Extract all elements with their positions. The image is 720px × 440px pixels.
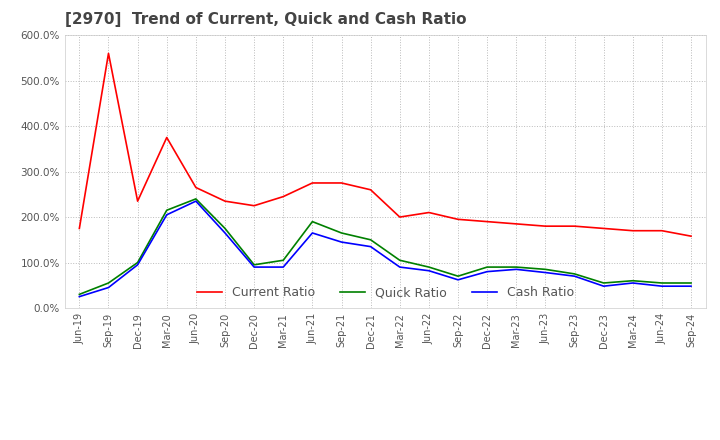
- Cash Ratio: [279, 264, 287, 270]
- Cash Ratio: [483, 269, 492, 274]
- Current Ratio: [483, 219, 492, 224]
- Current Ratio: [599, 226, 608, 231]
- Quick Ratio: [104, 280, 113, 286]
- Cash Ratio: [163, 212, 171, 217]
- Cash Ratio: [337, 239, 346, 245]
- Current Ratio: [454, 216, 462, 222]
- Quick Ratio: [75, 292, 84, 297]
- Cash Ratio: [599, 283, 608, 289]
- Cash Ratio: [541, 270, 550, 275]
- Cash Ratio: [220, 230, 229, 235]
- Cash Ratio: [308, 230, 317, 235]
- Line: Cash Ratio: Cash Ratio: [79, 201, 691, 297]
- Current Ratio: [220, 198, 229, 204]
- Line: Current Ratio: Current Ratio: [79, 53, 691, 236]
- Current Ratio: [687, 234, 696, 239]
- Cash Ratio: [570, 274, 579, 279]
- Line: Quick Ratio: Quick Ratio: [79, 199, 691, 294]
- Quick Ratio: [133, 260, 142, 265]
- Current Ratio: [570, 224, 579, 229]
- Quick Ratio: [541, 267, 550, 272]
- Cash Ratio: [192, 198, 200, 204]
- Quick Ratio: [483, 264, 492, 270]
- Current Ratio: [133, 198, 142, 204]
- Quick Ratio: [220, 226, 229, 231]
- Current Ratio: [366, 187, 375, 192]
- Cash Ratio: [687, 283, 696, 289]
- Cash Ratio: [133, 262, 142, 268]
- Cash Ratio: [454, 277, 462, 282]
- Quick Ratio: [629, 278, 637, 283]
- Cash Ratio: [395, 264, 404, 270]
- Current Ratio: [512, 221, 521, 227]
- Text: [2970]  Trend of Current, Quick and Cash Ratio: [2970] Trend of Current, Quick and Cash …: [65, 12, 467, 27]
- Quick Ratio: [570, 271, 579, 276]
- Quick Ratio: [599, 280, 608, 286]
- Quick Ratio: [657, 280, 666, 286]
- Quick Ratio: [395, 258, 404, 263]
- Cash Ratio: [629, 280, 637, 286]
- Quick Ratio: [425, 264, 433, 270]
- Current Ratio: [541, 224, 550, 229]
- Quick Ratio: [337, 230, 346, 235]
- Legend: Current Ratio, Quick Ratio, Cash Ratio: Current Ratio, Quick Ratio, Cash Ratio: [192, 282, 579, 304]
- Quick Ratio: [366, 237, 375, 242]
- Quick Ratio: [308, 219, 317, 224]
- Current Ratio: [629, 228, 637, 233]
- Cash Ratio: [657, 283, 666, 289]
- Cash Ratio: [104, 285, 113, 290]
- Quick Ratio: [163, 208, 171, 213]
- Cash Ratio: [250, 264, 258, 270]
- Current Ratio: [192, 185, 200, 190]
- Quick Ratio: [192, 196, 200, 202]
- Current Ratio: [425, 210, 433, 215]
- Quick Ratio: [687, 280, 696, 286]
- Cash Ratio: [512, 267, 521, 272]
- Cash Ratio: [366, 244, 375, 249]
- Current Ratio: [279, 194, 287, 199]
- Cash Ratio: [425, 268, 433, 273]
- Quick Ratio: [250, 262, 258, 268]
- Current Ratio: [308, 180, 317, 186]
- Current Ratio: [657, 228, 666, 233]
- Current Ratio: [163, 135, 171, 140]
- Current Ratio: [75, 226, 84, 231]
- Quick Ratio: [279, 258, 287, 263]
- Current Ratio: [337, 180, 346, 186]
- Cash Ratio: [75, 294, 84, 299]
- Quick Ratio: [454, 274, 462, 279]
- Quick Ratio: [512, 264, 521, 270]
- Current Ratio: [250, 203, 258, 208]
- Current Ratio: [104, 51, 113, 56]
- Current Ratio: [395, 214, 404, 220]
